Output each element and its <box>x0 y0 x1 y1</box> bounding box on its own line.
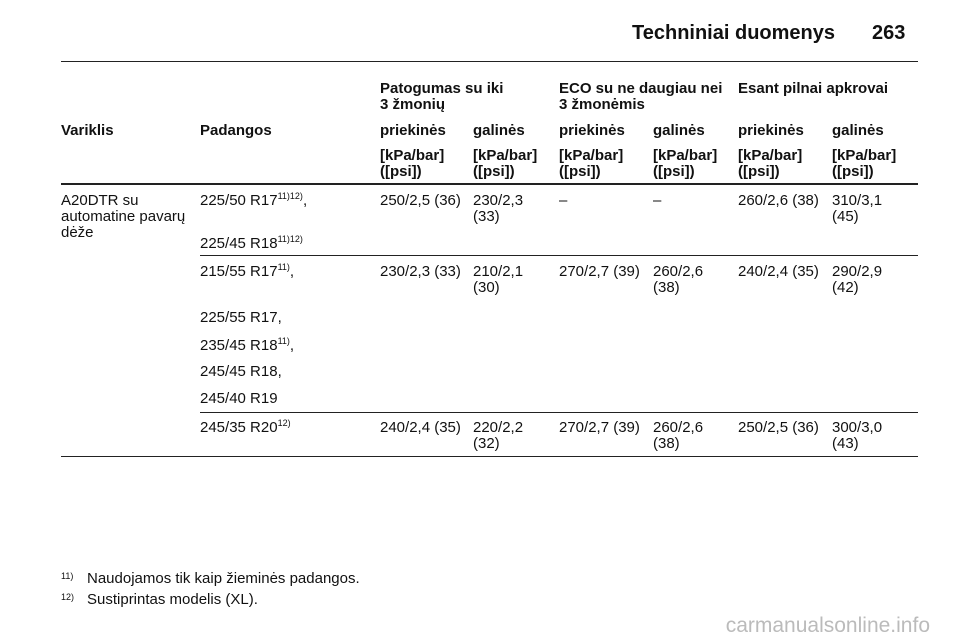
pressure-value: (32) <box>473 435 500 452</box>
unit-label: ([psi]) <box>738 163 780 180</box>
footnote-ref: 11)12) <box>277 191 303 201</box>
tire-text: 225/45 R18 <box>200 235 278 252</box>
group-header: ECO su ne daugiau nei <box>559 80 723 97</box>
tire-suffix: , <box>289 263 295 280</box>
tire-text: 225/55 R17 <box>200 309 278 326</box>
unit-label: ([psi]) <box>559 163 601 180</box>
tire-text: 215/55 R17 <box>200 263 278 280</box>
tire-suffix: , <box>277 309 282 326</box>
tire-size: 245/35 R2012) <box>200 418 291 436</box>
footnote-mark: 12) <box>61 592 75 602</box>
rule <box>61 183 918 185</box>
pressure-value: 290/2,9 <box>832 263 883 280</box>
tire-suffix: , <box>289 337 295 354</box>
rule <box>61 456 918 457</box>
pressure-value: 250/2,5 (36) <box>380 192 461 209</box>
tire-suffix: , <box>277 363 282 380</box>
pressure-value: 230/2,3 <box>473 192 524 209</box>
column-header: priekinės <box>738 122 804 139</box>
engine-label: A20DTR su <box>61 192 139 209</box>
engine-label: automatine pavarų <box>61 208 186 225</box>
group-header: 3 žmonėmis <box>559 96 645 113</box>
unit-label: [kPa/bar] <box>832 147 897 164</box>
rule <box>200 412 918 413</box>
footnote-ref: 11) <box>277 336 290 346</box>
footnote-ref: 12) <box>277 418 291 428</box>
watermark: carmanualsonline.info <box>725 614 930 637</box>
pressure-value: 300/3,0 <box>832 419 883 436</box>
pressure-value: 240/2,4 (35) <box>738 263 819 280</box>
pressure-value: – <box>559 192 568 209</box>
column-header: galinės <box>832 122 884 139</box>
footnote-ref: 11)12) <box>277 234 303 244</box>
tire-size: 225/45 R1811)12) <box>200 234 303 252</box>
unit-label: [kPa/bar] <box>380 147 445 164</box>
pressure-value: (38) <box>653 279 680 296</box>
footnote-text: Naudojamos tik kaip žieminės padangos. <box>87 570 360 587</box>
pressure-value: (38) <box>653 435 680 452</box>
pressure-value: (30) <box>473 279 500 296</box>
tire-size: 245/40 R19 <box>200 391 278 407</box>
tire-text: 235/45 R18 <box>200 337 278 354</box>
column-header: priekinės <box>380 122 446 139</box>
footnote-mark: 11) <box>61 571 74 581</box>
unit-label: [kPa/bar] <box>559 147 624 164</box>
tire-size: 215/55 R1711), <box>200 262 295 280</box>
pressure-value: 240/2,4 (35) <box>380 419 461 436</box>
pressure-value: 230/2,3 (33) <box>380 263 461 280</box>
pressure-value: 210/2,1 <box>473 263 524 280</box>
unit-label: [kPa/bar] <box>473 147 538 164</box>
tire-text: 245/35 R20 <box>200 419 278 436</box>
pressure-value: (42) <box>832 279 859 296</box>
column-header: galinės <box>473 122 525 139</box>
column-header: Variklis <box>61 122 114 139</box>
pressure-value: 260/2,6 <box>653 263 704 280</box>
pressure-value: – <box>653 192 662 209</box>
tire-suffix: , <box>302 192 308 209</box>
rule <box>200 255 918 256</box>
page-title: Techniniai duomenys <box>632 22 835 44</box>
unit-label: ([psi]) <box>832 163 874 180</box>
tire-text: 245/40 R19 <box>200 390 278 407</box>
group-header: 3 žmonių <box>380 96 446 113</box>
pressure-value: 260/2,6 (38) <box>738 192 819 209</box>
tire-text: 245/45 R18 <box>200 363 278 380</box>
pressure-value: 270/2,7 (39) <box>559 263 640 280</box>
unit-label: ([psi]) <box>380 163 422 180</box>
pressure-value: (33) <box>473 208 500 225</box>
unit-label: ([psi]) <box>653 163 695 180</box>
pressure-value: (45) <box>832 208 859 225</box>
tire-size: 225/50 R1711)12), <box>200 191 308 209</box>
tire-size: 235/45 R1811), <box>200 336 295 354</box>
pressure-value: 220/2,2 <box>473 419 524 436</box>
unit-label: [kPa/bar] <box>738 147 803 164</box>
pressure-value: 270/2,7 (39) <box>559 419 640 436</box>
pressure-value: 310/3,1 <box>832 192 883 209</box>
page-number: 263 <box>872 22 906 44</box>
group-header: Esant pilnai apkrovai <box>738 80 889 97</box>
pressure-value: (43) <box>832 435 859 452</box>
pressure-value: 250/2,5 (36) <box>738 419 819 436</box>
unit-label: ([psi]) <box>473 163 515 180</box>
column-header: galinės <box>653 122 705 139</box>
unit-label: [kPa/bar] <box>653 147 718 164</box>
footnote-ref: 11) <box>277 262 290 272</box>
footnote-text: Sustiprintas modelis (XL). <box>87 591 258 608</box>
rule <box>61 61 918 62</box>
pressure-value: 260/2,6 <box>653 419 704 436</box>
engine-label: dėže <box>61 224 94 241</box>
tire-size: 245/45 R18, <box>200 364 282 380</box>
tire-text: 225/50 R17 <box>200 192 278 209</box>
column-header: Padangos <box>200 122 272 139</box>
tire-size: 225/55 R17, <box>200 310 282 326</box>
group-header: Patogumas su iki <box>380 80 504 97</box>
column-header: priekinės <box>559 122 625 139</box>
